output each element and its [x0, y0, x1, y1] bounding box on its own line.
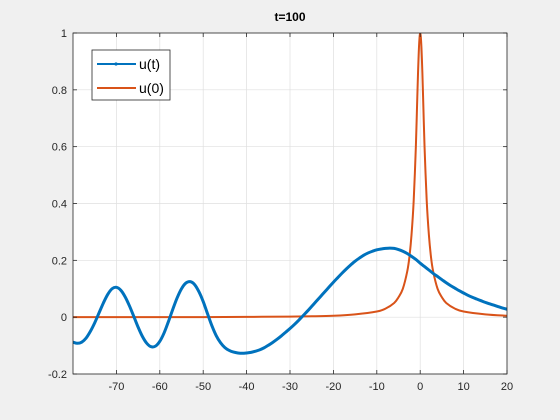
x-tick-label: -60 — [152, 381, 168, 393]
legend-label-u-0: u(0) — [139, 80, 164, 96]
legend-label-u-t: u(t) — [139, 56, 160, 72]
legend-box — [91, 49, 171, 101]
legend[interactable]: u(t) u(0) — [91, 49, 171, 101]
x-tick-label: -30 — [282, 381, 298, 393]
x-tick-label: -70 — [108, 381, 124, 393]
y-tick-label: -0.2 — [48, 369, 67, 381]
legend-marker-u-t — [114, 62, 118, 66]
ticks: -70 -60 -50 -40 -30 -20 -10 0 10 20 -0.2 0 0.2 0.4 0.6… — [48, 28, 513, 393]
y-tick-label: 1 — [61, 28, 67, 40]
x-tick-label: 10 — [457, 381, 469, 393]
y-tick-label: 0.4 — [52, 199, 67, 211]
y-tick-label: 0.8 — [52, 85, 67, 97]
x-tick-label: -10 — [369, 381, 385, 393]
y-tick-label: 0.6 — [52, 142, 67, 154]
y-tick-label: 0 — [61, 312, 67, 324]
x-tick-label: 20 — [501, 381, 513, 393]
x-tick-label: -50 — [195, 381, 211, 393]
series-line-u-t — [73, 246, 507, 355]
series-layer — [73, 33, 507, 355]
chart-title: t=100 — [274, 10, 305, 24]
x-tick-label: -40 — [239, 381, 255, 393]
x-tick-label: 0 — [417, 381, 423, 393]
x-tick-label: -20 — [325, 381, 341, 393]
series-line-u-0 — [73, 33, 507, 319]
y-tick-label: 0.2 — [52, 255, 67, 267]
